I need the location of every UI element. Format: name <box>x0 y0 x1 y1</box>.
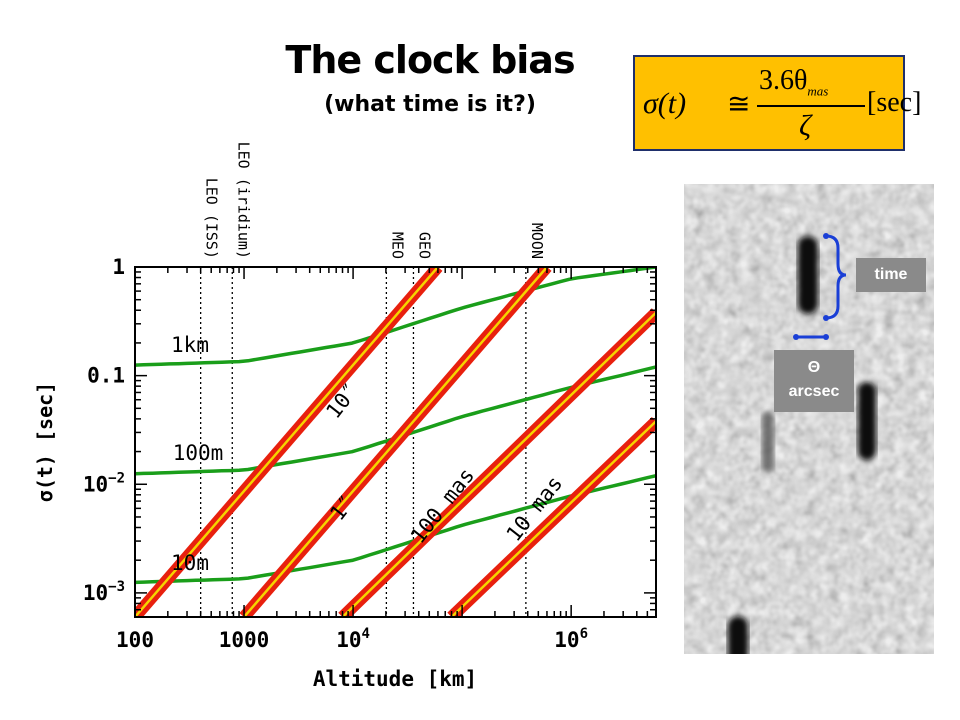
orbit-label: MOON <box>528 223 546 259</box>
slide-title: The clock bias <box>285 38 575 82</box>
faint-streak <box>762 412 774 472</box>
x-tick-label: 100 <box>116 628 154 652</box>
theta-symbol: Θ <box>807 359 821 376</box>
formula-unit: [sec] <box>867 87 922 118</box>
series-layer <box>135 267 656 617</box>
theta-bar-left-dot <box>793 334 799 340</box>
x-tick-label-exponent: 6 <box>580 626 588 642</box>
slide-subtitle: (what time is it?) <box>324 92 536 117</box>
series-label: 100 mas <box>406 463 479 548</box>
time-bracket <box>825 234 847 320</box>
series-label: 100m <box>173 441 224 465</box>
theta-label: Θ arcsec <box>774 350 854 412</box>
formula-numerator-sub: mas <box>807 83 829 99</box>
y-axis-label: σ(t) [sec] <box>33 382 57 502</box>
x-tick-label: 104 <box>336 626 370 652</box>
series-label: 1km <box>171 333 209 357</box>
formula-approx-sign: ≅ <box>727 89 751 120</box>
arcsec-text: arcsec <box>788 383 840 400</box>
formula-lhs: σ(t) <box>643 87 687 120</box>
y-tick-label: 10−2 <box>83 470 125 496</box>
secondary-streak <box>858 382 876 460</box>
orbit-labels: LEO (ISS) LEO (iridium) MEO GEO MOON <box>203 142 546 259</box>
formula-fraction-bar <box>757 105 865 107</box>
streak-image-svg <box>684 184 934 676</box>
formula-numerator: 3.6θmas <box>759 65 828 100</box>
orbit-label: GEO <box>415 232 433 259</box>
x-axis-label: Altitude [km] <box>313 667 477 691</box>
orbit-label: LEO (ISS) <box>203 178 221 259</box>
orbit-label: MEO <box>388 232 406 259</box>
formula-box: σ(t) ≅ 3.6θmas ζ [sec] <box>633 55 921 151</box>
x-tick-label: 1000 <box>219 628 270 652</box>
x-tick-label: 106 <box>554 626 588 652</box>
axis-ticks <box>134 266 657 618</box>
formula: σ(t) ≅ 3.6θmas ζ [sec] <box>635 57 921 149</box>
orbit-label: LEO (iridium) <box>234 142 252 259</box>
formula-numerator-text: 3.6θ <box>759 65 808 96</box>
time-label: time <box>856 258 926 292</box>
orbit-lines <box>199 267 527 617</box>
accuracy-curve <box>135 267 656 367</box>
y-tick-label: 0.1 <box>87 364 125 388</box>
series-label: 10m <box>171 551 209 575</box>
plot-frame <box>134 266 657 618</box>
astrometry-band-core <box>135 267 439 617</box>
astrometry-band-core <box>450 420 656 617</box>
x-tick-label-exponent: 4 <box>362 626 370 642</box>
series-label: 10″ <box>321 378 363 423</box>
y-tick-label: 10−3 <box>83 579 125 605</box>
primary-streak <box>798 236 818 314</box>
time-bracket-bottom-dot <box>823 315 829 321</box>
astrometry-band-core <box>341 311 656 617</box>
y-tick-label-exponent: −2 <box>108 470 125 486</box>
astrometry-band-core <box>243 267 548 617</box>
formula-denominator: ζ <box>799 109 812 142</box>
theta-bar-right-dot <box>823 334 829 340</box>
satellite-streak-image: time Θ arcsec <box>684 184 934 676</box>
y-tick-label: 1 <box>112 255 125 279</box>
time-bracket-top-dot <box>823 233 829 239</box>
bottom-streak <box>728 616 748 676</box>
y-tick-label-exponent: −3 <box>108 579 125 595</box>
